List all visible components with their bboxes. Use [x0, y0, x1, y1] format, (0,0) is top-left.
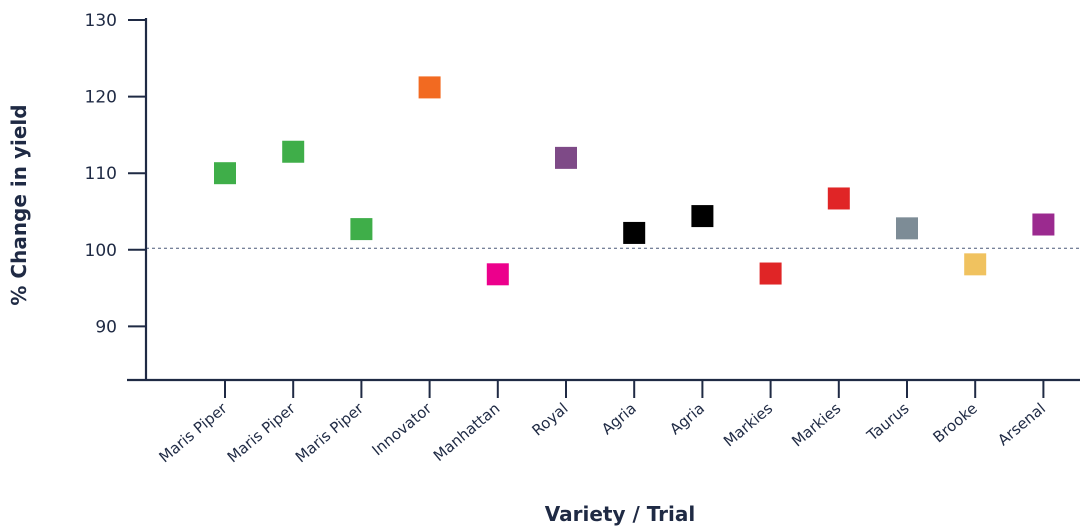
x-tick-label: Arsenal [994, 399, 1049, 449]
x-tick-label: Royal [528, 399, 571, 439]
data-points [214, 76, 1055, 286]
data-point [964, 253, 987, 276]
x-tick-label: Taurus [863, 399, 913, 445]
data-point [827, 187, 850, 210]
y-tick-label: 120 [85, 88, 117, 108]
data-point [555, 146, 577, 169]
data-point [486, 263, 509, 286]
data-point [418, 76, 441, 99]
x-tick-label: Maris Piper [292, 399, 368, 467]
y-tick-label: 130 [85, 11, 117, 31]
x-tick-label: Agria [666, 399, 708, 438]
data-point [623, 221, 646, 244]
x-tick-label: Innovator [369, 399, 436, 460]
x-tick-label: Brooke [929, 399, 980, 446]
y-tick-label: 90 [95, 317, 117, 337]
data-point [1032, 213, 1055, 236]
x-tick-label: Manhattan [430, 399, 503, 465]
y-axis-title: % Change in yield [7, 104, 31, 305]
x-tick-label: Markies [720, 399, 776, 450]
y-tick-label: 110 [85, 164, 117, 184]
data-point [214, 162, 236, 185]
y-axis-ticks: 90 100 110 120 130 [85, 11, 146, 337]
x-tick-label: Maris Piper [156, 399, 232, 467]
data-point [691, 205, 714, 228]
data-point [282, 140, 305, 163]
data-point [896, 217, 918, 240]
y-tick-label: 100 [85, 241, 117, 261]
data-point [350, 218, 373, 241]
x-axis-title: Variety / Trial [545, 502, 696, 526]
x-tick-label: Agria [598, 399, 640, 438]
x-tick-label: Markies [788, 399, 844, 450]
x-tick-label: Maris Piper [224, 399, 300, 467]
axes [127, 18, 1080, 382]
data-point [759, 262, 782, 285]
